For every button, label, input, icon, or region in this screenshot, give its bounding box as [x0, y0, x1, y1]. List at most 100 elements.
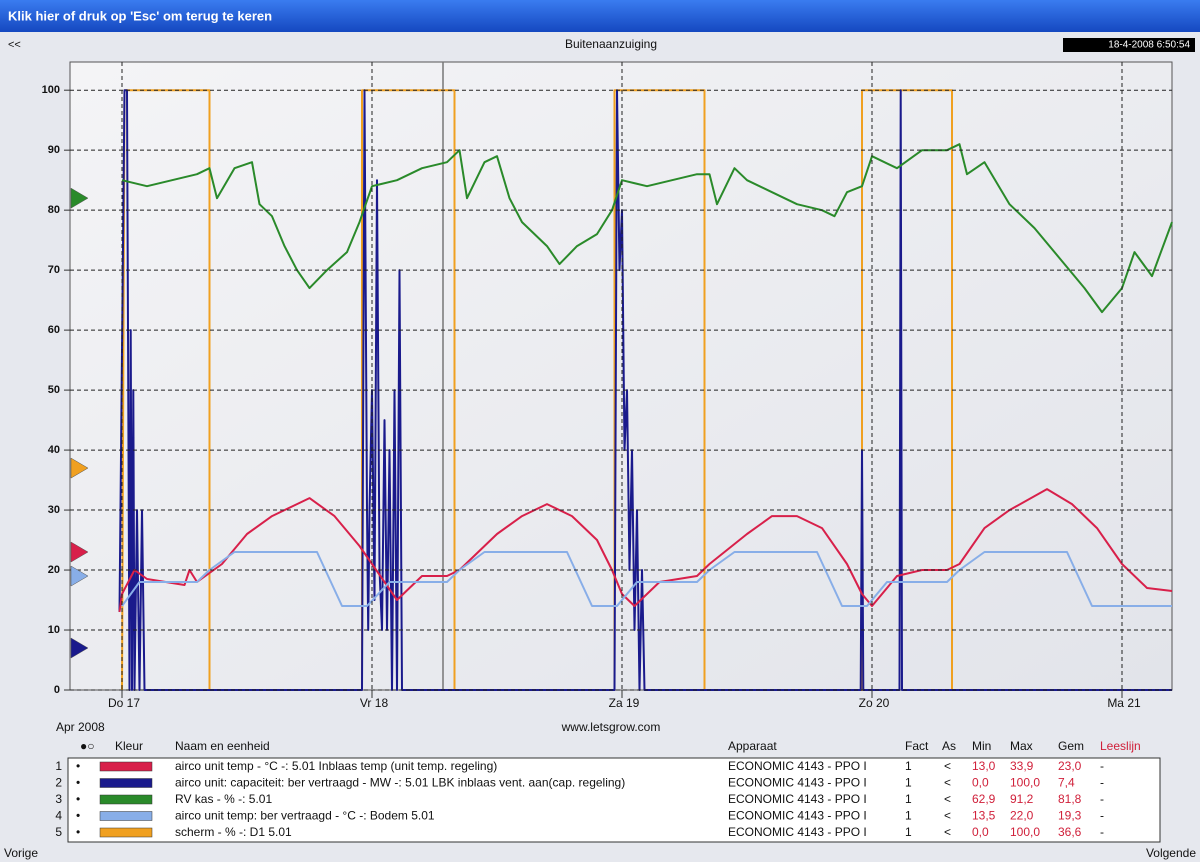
y-tick-label: 60	[48, 324, 60, 336]
table-cell: -	[1100, 825, 1104, 839]
color-swatch	[99, 761, 153, 772]
table-cell: 13,0	[972, 759, 996, 773]
table-cell: 81,8	[1058, 792, 1082, 806]
table-header: Apparaat	[728, 739, 777, 753]
table-cell: 1	[905, 759, 912, 773]
table-cell: 1	[905, 792, 912, 806]
chart-title: Buitenaanzuiging	[565, 37, 657, 51]
back-button: <<	[8, 39, 21, 51]
next-button: Volgende	[1146, 846, 1196, 860]
y-tick-label: 30	[48, 504, 60, 516]
table-cell: •	[76, 825, 80, 839]
table-cell: ECONOMIC 4143 - PPO I	[728, 759, 867, 773]
table-cell: <	[944, 792, 951, 806]
color-swatch	[99, 811, 153, 821]
table-cell: 0,0	[972, 825, 989, 839]
table-cell: ECONOMIC 4143 - PPO I	[728, 792, 867, 806]
table-cell: airco unit temp - °C -: 5.01 Inblaas tem…	[175, 759, 497, 773]
table-cell: 62,9	[972, 792, 996, 806]
table-header: ●○	[80, 739, 95, 753]
table-cell: ECONOMIC 4143 - PPO I	[728, 776, 867, 790]
series-line	[121, 551, 1172, 607]
x-tick-label: Vr 18	[360, 696, 389, 710]
window-title[interactable]: Klik hier of druk op 'Esc' om terug te k…	[8, 8, 272, 23]
table-cell: airco unit temp: ber vertraagd - °C -: B…	[175, 809, 435, 823]
table-cell: 91,2	[1010, 792, 1034, 806]
x-tick-label: Ma 21	[1107, 696, 1141, 710]
y-tick-label: 70	[48, 264, 60, 276]
table-header: As	[942, 739, 956, 753]
table-cell: 4	[55, 809, 62, 823]
table-cell: 22,0	[1010, 809, 1034, 823]
value-marker	[70, 457, 89, 479]
table-cell: 3	[55, 792, 62, 806]
y-tick-label: 80	[48, 204, 60, 216]
table-cell: •	[76, 792, 80, 806]
table-header: Gem	[1058, 739, 1084, 753]
table-header: Kleur	[115, 739, 143, 753]
color-swatch	[99, 827, 153, 838]
y-tick-label: 10	[48, 624, 60, 636]
prev-button: Vorige	[4, 846, 38, 860]
table-cell: <	[944, 825, 951, 839]
y-tick-label: 20	[48, 564, 60, 576]
x-tick-label: Zo 20	[859, 696, 890, 710]
table-header: Leeslijn	[1100, 739, 1141, 753]
y-tick-label: 100	[42, 84, 60, 96]
table-header: Min	[972, 739, 991, 753]
table-cell: scherm - % -: D1 5.01	[175, 825, 292, 839]
color-swatch	[99, 778, 153, 788]
table-cell: 1	[905, 825, 912, 839]
table-cell: 33,9	[1010, 759, 1034, 773]
legend-table	[67, 757, 1161, 843]
table-cell: 100,0	[1010, 825, 1040, 839]
table-cell: ECONOMIC 4143 - PPO I	[728, 809, 867, 823]
y-tick-label: 0	[54, 684, 60, 696]
table-cell: RV kas - % -: 5.01	[175, 792, 272, 806]
x-axis-label: Apr 2008	[56, 720, 105, 734]
table-cell: 7,4	[1058, 776, 1075, 790]
value-marker	[70, 187, 89, 209]
table-header: Max	[1010, 739, 1033, 753]
table-cell: 2	[55, 776, 62, 790]
table-cell: 19,3	[1058, 809, 1082, 823]
x-tick-label: Za 19	[609, 696, 640, 710]
table-cell: 23,0	[1058, 759, 1082, 773]
timestamp: 18-4-2008 6:50:54	[1108, 40, 1190, 51]
site: www.letsgrow.com	[561, 720, 661, 734]
table-header: Fact	[905, 739, 929, 753]
table-cell: -	[1100, 759, 1104, 773]
table-cell: •	[76, 776, 80, 790]
table-cell: -	[1100, 809, 1104, 823]
color-swatch	[99, 794, 153, 805]
title-bar[interactable]	[0, 0, 1200, 32]
table-cell: 1	[905, 776, 912, 790]
value-marker	[70, 637, 89, 659]
table-cell: -	[1100, 776, 1104, 790]
table-cell: ECONOMIC 4143 - PPO I	[728, 825, 867, 839]
y-tick-label: 40	[48, 444, 60, 456]
x-tick-label: Do 17	[108, 696, 140, 710]
table-cell: 36,6	[1058, 825, 1082, 839]
table-cell: 1	[905, 809, 912, 823]
table-cell: 0,0	[972, 776, 989, 790]
y-tick-label: 50	[48, 384, 60, 396]
plot-area	[69, 61, 1173, 691]
table-cell: <	[944, 759, 951, 773]
table-cell: <	[944, 809, 951, 823]
table-cell: •	[76, 809, 80, 823]
table-cell: 100,0	[1010, 776, 1040, 790]
table-cell: 5	[55, 825, 62, 839]
table-cell: <	[944, 776, 951, 790]
y-tick-label: 90	[48, 144, 60, 156]
table-cell: -	[1100, 792, 1104, 806]
table-cell: 13,5	[972, 809, 996, 823]
table-header: Naam en eenheid	[175, 739, 270, 753]
value-marker	[70, 565, 89, 587]
table-cell: •	[76, 759, 80, 773]
value-marker	[70, 541, 89, 563]
timestamp-box	[1063, 38, 1195, 52]
series-line	[118, 89, 1172, 691]
